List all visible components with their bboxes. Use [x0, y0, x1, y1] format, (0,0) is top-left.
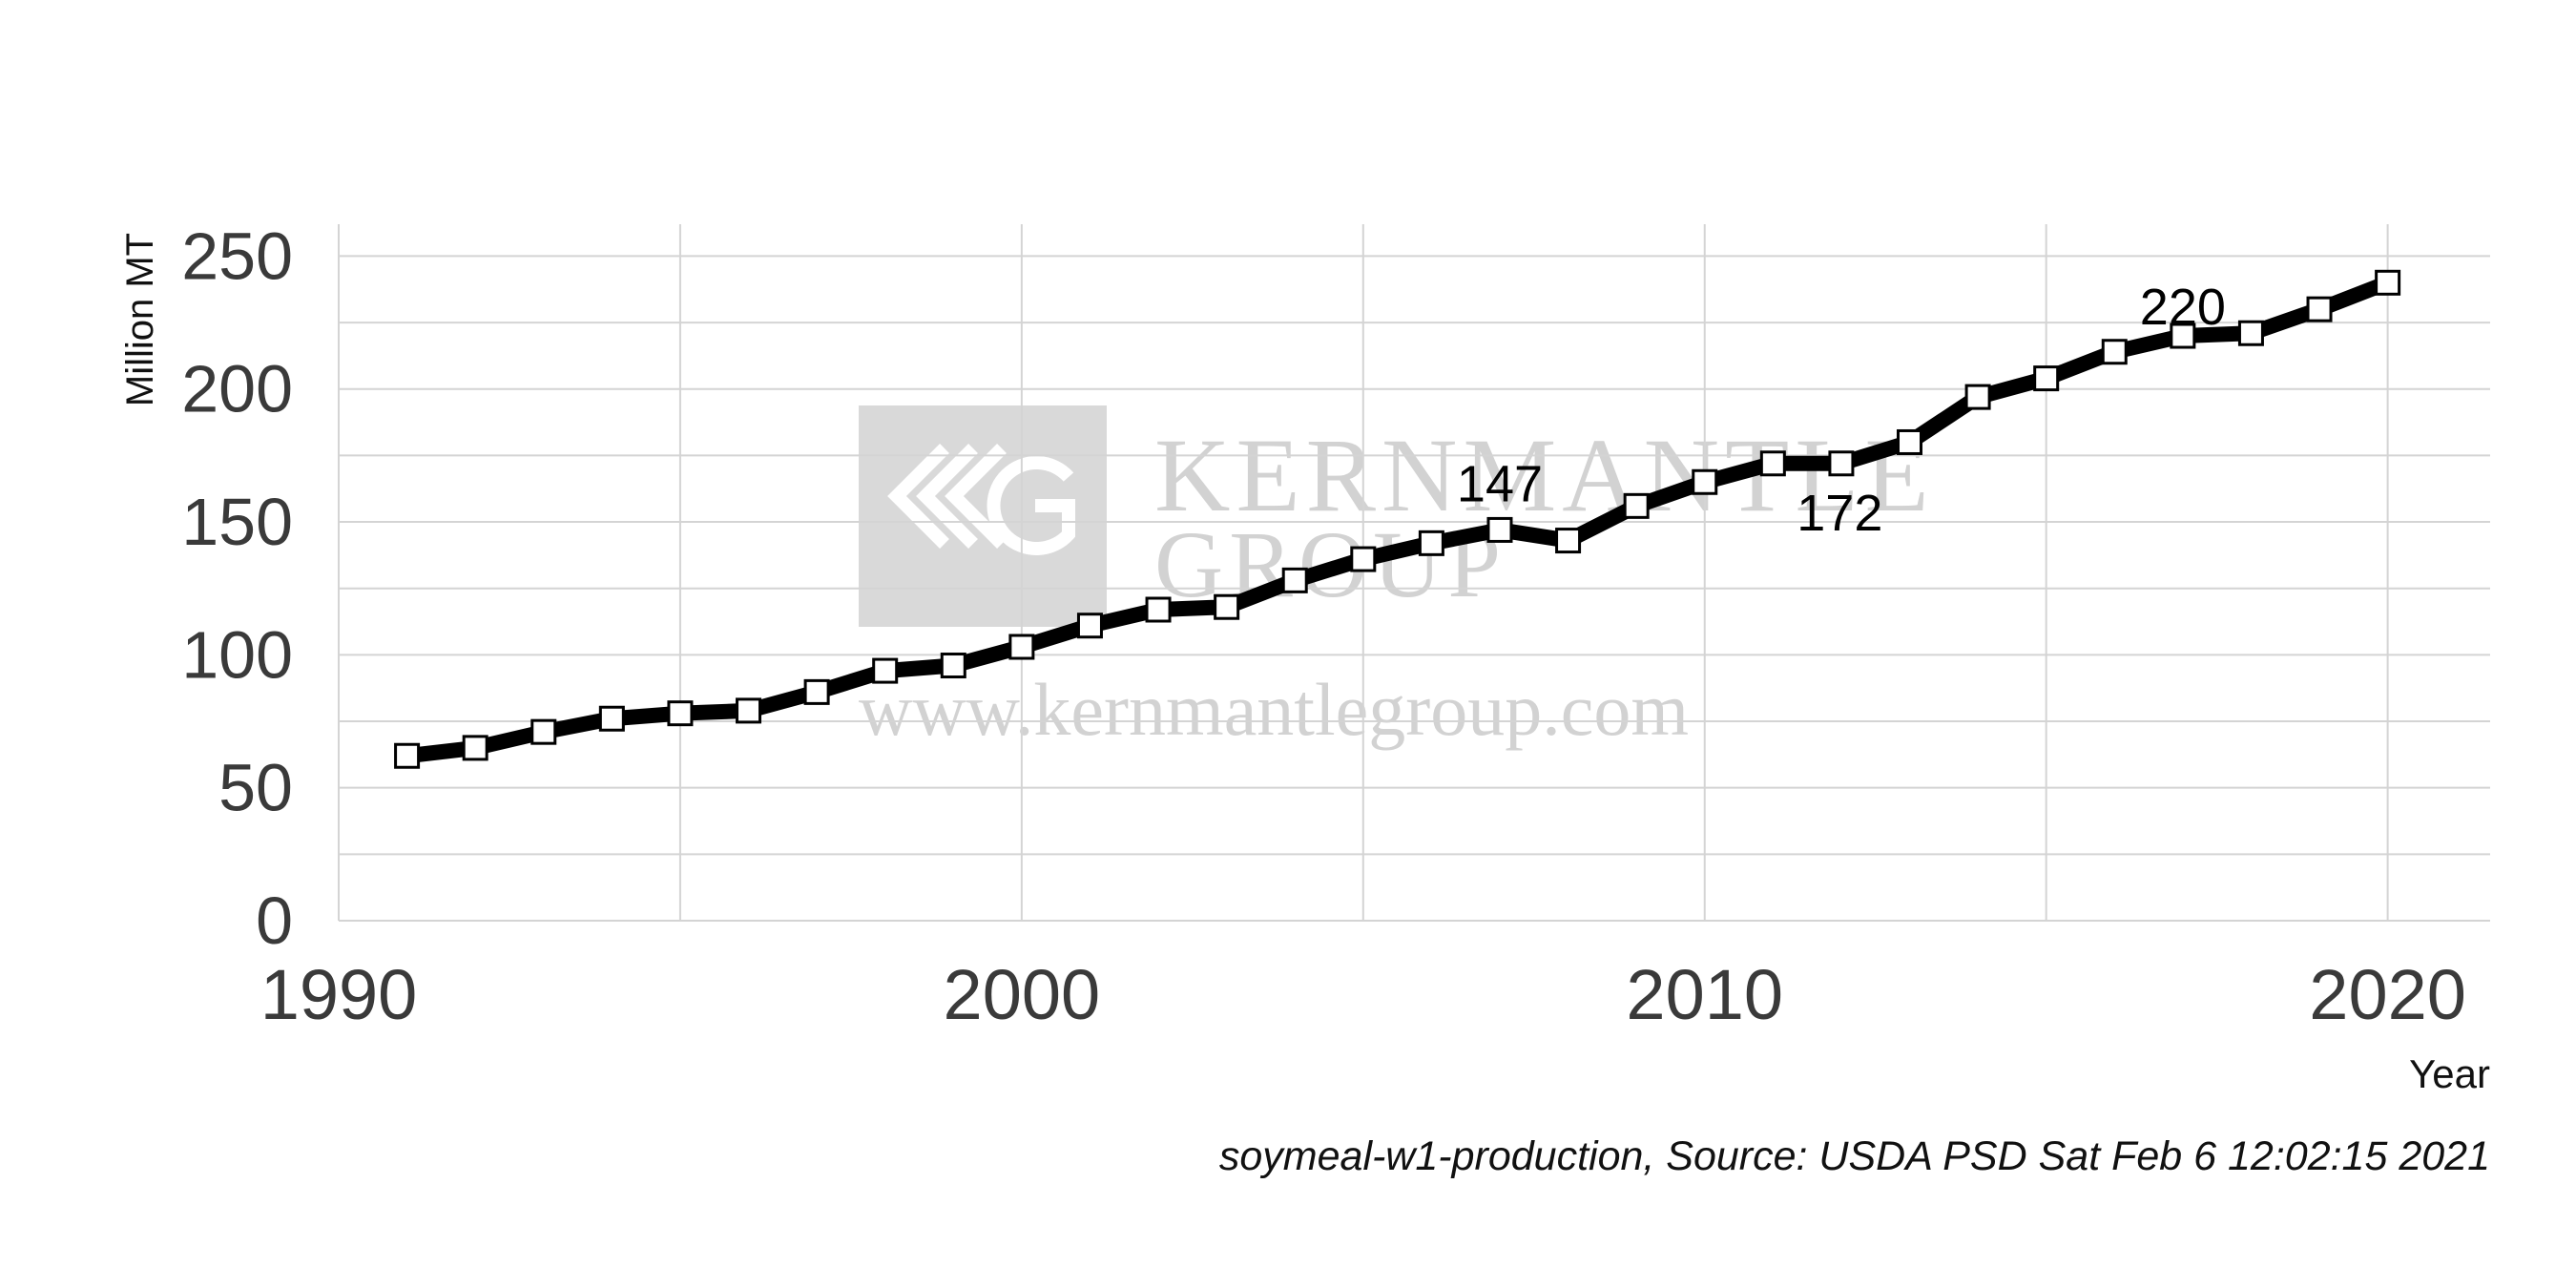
data-point: [1692, 468, 1718, 495]
y-axis: 0 50 100 150 200 250: [181, 218, 293, 958]
y-tick-label: 0: [256, 883, 293, 958]
x-axis-title: Year: [2409, 1051, 2490, 1096]
data-point: [1486, 516, 1513, 543]
data-point: [2306, 296, 2333, 322]
data-point: [1759, 450, 1786, 477]
data-point: [667, 700, 694, 727]
data-point: [1623, 492, 1650, 519]
y-tick-label: 250: [181, 218, 293, 293]
data-label: 172: [1797, 485, 1882, 542]
x-tick-label: 2010: [1626, 955, 1783, 1034]
y-tick-label: 200: [181, 352, 293, 426]
data-label: 147: [1457, 455, 1543, 512]
data-point: [1281, 567, 1308, 593]
data-label: 220: [2140, 279, 2226, 336]
data-point: [1828, 450, 1855, 477]
data-point: [1964, 384, 1991, 410]
data-points: [394, 269, 2401, 769]
data-point: [872, 657, 899, 684]
data-point: [394, 742, 421, 769]
x-tick-label: 2020: [2309, 955, 2466, 1034]
data-point: [598, 705, 625, 732]
data-point: [1145, 596, 1172, 623]
data-point: [1555, 528, 1582, 554]
y-tick-label: 150: [181, 485, 293, 559]
data-point: [736, 697, 762, 724]
caption: soymeal-w1-production, Source: USDA PSD …: [1219, 1133, 2490, 1179]
data-point: [2033, 365, 2060, 392]
data-point: [1350, 546, 1377, 572]
data-point: [2237, 320, 2264, 346]
x-tick-label: 2000: [944, 955, 1101, 1034]
x-axis: 1990 2000 2010 2020: [260, 955, 2466, 1034]
data-point: [1214, 593, 1240, 620]
data-labels: 147 172 220: [1457, 279, 2226, 542]
y-axis-title: Million MT: [119, 233, 161, 406]
data-point: [1897, 428, 1923, 455]
y-tick-label: 100: [181, 617, 293, 692]
x-tick-label: 1990: [260, 955, 418, 1034]
data-point: [1076, 613, 1103, 639]
data-point: [1418, 530, 1444, 556]
watermark-name-line1: KERNMANTLE: [1154, 417, 1935, 533]
data-point: [2170, 322, 2196, 349]
data-point: [803, 678, 830, 705]
data-point: [1008, 634, 1035, 660]
watermark-url: www.kernmantlegroup.com: [859, 668, 1689, 751]
y-tick-label: 50: [218, 751, 293, 825]
data-point: [462, 735, 488, 761]
grid: [338, 224, 2490, 922]
data-point: [2101, 339, 2128, 365]
data-point: [940, 653, 966, 679]
data-point: [2375, 269, 2401, 296]
watermark: KERNMANTLE GROUP www.kernmantlegroup.com: [859, 405, 1935, 751]
data-point: [530, 718, 557, 745]
watermark-logo-icon: [887, 444, 1075, 555]
